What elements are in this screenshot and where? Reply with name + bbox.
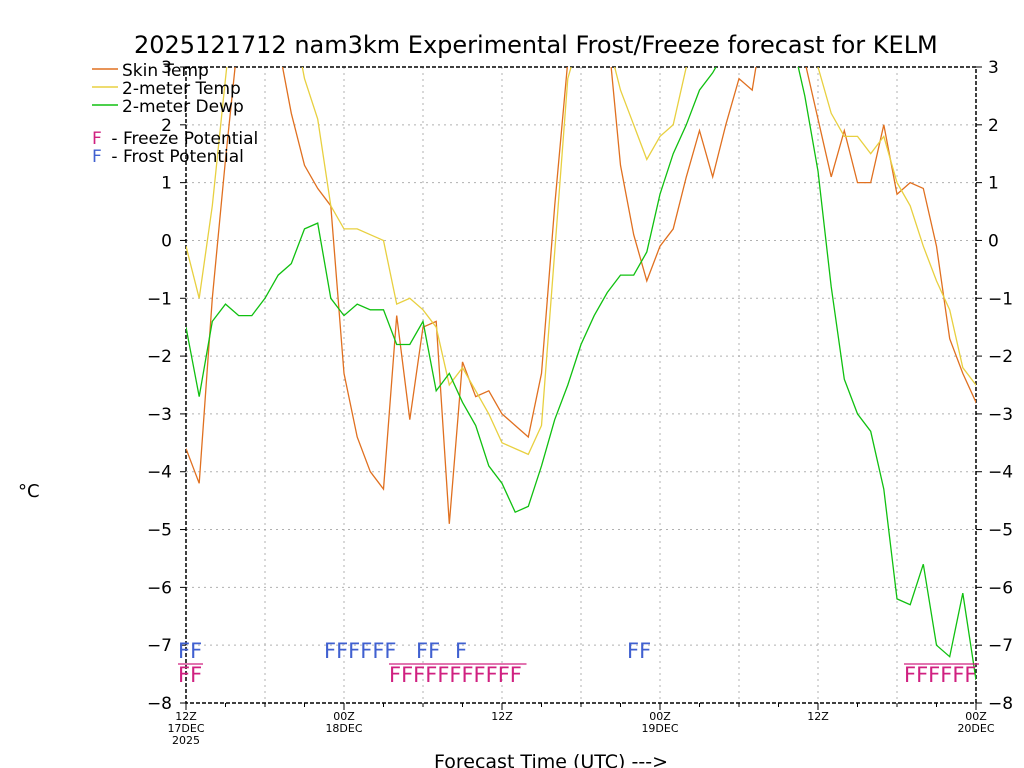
y-tick-label-right: 1 bbox=[988, 174, 999, 194]
x-axis-label: Forecast Time (UTC) ---> bbox=[434, 751, 668, 768]
legend-freeze-marker: F bbox=[92, 129, 102, 149]
series-lines bbox=[186, 67, 976, 680]
y-tick-label-right: 2 bbox=[988, 116, 999, 136]
y-tick-label-left: −4 bbox=[147, 463, 172, 483]
freeze-potential-marker: FF bbox=[178, 663, 202, 687]
y-tick-label-right: −6 bbox=[988, 578, 1013, 598]
series-line-skin-temp bbox=[186, 67, 976, 524]
y-tick-label-left: −5 bbox=[147, 521, 172, 541]
legend-label-skin-temp: Skin Temp bbox=[122, 61, 209, 81]
y-tick-label-left: 2 bbox=[161, 116, 172, 136]
grid-lines bbox=[186, 67, 976, 703]
potential-markers: FF FFFFFF FF F FFFF FFFFFFFFFFF FFFFFF bbox=[178, 639, 979, 687]
y-tick-label-left: −3 bbox=[147, 405, 172, 425]
y-tick-label-right: −8 bbox=[988, 694, 1013, 714]
y-tick-label-right: −3 bbox=[988, 405, 1013, 425]
y-tick-label-right: −1 bbox=[988, 289, 1013, 309]
frost-potential-marker: FF bbox=[416, 639, 440, 663]
y-tick-label-right: −7 bbox=[988, 636, 1013, 656]
y-tick-label-left: −6 bbox=[147, 578, 172, 598]
y-tick-label-left: −7 bbox=[147, 636, 172, 656]
legend-label-2m-temp: 2-meter Temp bbox=[122, 79, 241, 99]
y-tick-label-right: −5 bbox=[988, 521, 1013, 541]
series-line-2-meter-dewp bbox=[186, 67, 976, 680]
freeze-potential-marker: FFFFFF bbox=[904, 663, 976, 687]
frost-potential-marker: FF bbox=[627, 639, 651, 663]
y-axis-ticks: 3 3 2 2 1 1 0 0 −1 −1 −2 −2 −3 −3 −4 −4 −5 −5 −6 −6 −7 −7 −8 −8 bbox=[147, 58, 1013, 714]
x-tick-label: 00Z 18DEC bbox=[325, 710, 362, 735]
x-tick-label: 12Z bbox=[807, 710, 829, 723]
y-tick-label-right: −2 bbox=[988, 347, 1013, 367]
frost-potential-marker: F bbox=[455, 639, 467, 663]
frost-potential-marker: FFFFFF bbox=[324, 639, 396, 663]
y-tick-label-right: −4 bbox=[988, 463, 1013, 483]
legend: Skin Temp 2-meter Temp 2-meter Dewp F - … bbox=[92, 61, 258, 167]
x-tick-label: 12Z 17DEC 2025 bbox=[167, 710, 204, 747]
x-tick-label: 00Z 19DEC bbox=[641, 710, 678, 735]
x-axis-ticks: 12Z 17DEC 2025 00Z 18DEC 12Z 00Z 19DEC 12Z 00Z 20D… bbox=[167, 703, 995, 747]
y-tick-label-left: −8 bbox=[147, 694, 172, 714]
x-tick-label: 00Z 20DEC bbox=[957, 710, 994, 735]
y-tick-label-left: 0 bbox=[161, 231, 172, 251]
legend-label-2m-dewp: 2-meter Dewp bbox=[122, 97, 244, 117]
frost-potential-marker: FF bbox=[178, 639, 202, 663]
series-line-2-meter-temp bbox=[186, 67, 976, 456]
y-tick-label-left: 1 bbox=[161, 174, 172, 194]
legend-frost-marker: F bbox=[92, 147, 102, 167]
y-tick-label-left: −1 bbox=[147, 289, 172, 309]
y-axis-unit: °C bbox=[18, 481, 40, 502]
legend-freeze-label: - Freeze Potential bbox=[106, 129, 258, 149]
legend-frost-label: - Frost Potential bbox=[106, 147, 244, 167]
freeze-potential-marker: FFFFFFFFFFF bbox=[389, 663, 522, 687]
x-tick-label: 12Z bbox=[491, 710, 513, 723]
y-tick-label-left: −2 bbox=[147, 347, 172, 367]
y-tick-label-right: 3 bbox=[988, 58, 999, 78]
y-tick-label-right: 0 bbox=[988, 231, 999, 251]
y-tick-label-left: 3 bbox=[161, 58, 172, 78]
chart-title: 2025121712 nam3km Experimental Frost/Fre… bbox=[134, 31, 938, 59]
